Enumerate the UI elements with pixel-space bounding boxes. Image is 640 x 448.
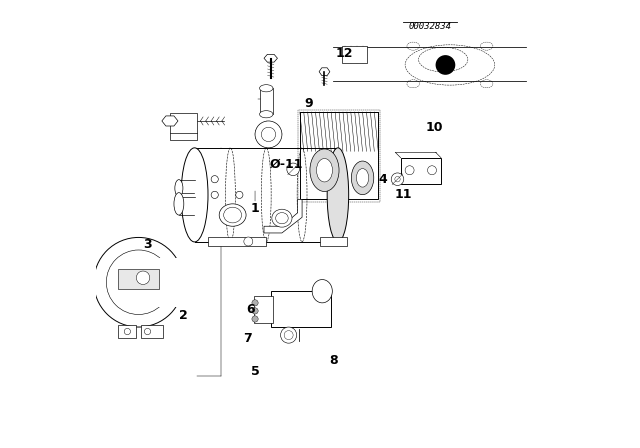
Text: 1: 1 [251,202,259,215]
Polygon shape [319,68,330,76]
Circle shape [391,173,404,185]
Ellipse shape [312,280,332,303]
Bar [170,113,197,133]
Ellipse shape [260,85,273,92]
Text: 8: 8 [329,354,338,367]
Text: 12: 12 [336,47,353,60]
Bar [401,158,441,184]
Polygon shape [162,116,178,126]
Circle shape [255,121,282,148]
Bar [208,237,266,246]
Bar [195,148,338,242]
Text: 7: 7 [243,332,252,345]
Bar [300,112,378,199]
Ellipse shape [175,180,183,197]
Bar [320,237,347,246]
Text: 10: 10 [426,121,443,134]
Bar [298,110,380,202]
Bar [260,88,273,114]
Polygon shape [264,199,302,233]
Circle shape [252,308,258,314]
Circle shape [244,237,253,246]
Bar [253,296,273,323]
Circle shape [106,250,171,314]
Bar [158,258,189,307]
Bar [342,46,367,63]
Text: 9: 9 [305,96,313,110]
Circle shape [236,191,243,198]
Ellipse shape [327,148,349,242]
Text: 00032834: 00032834 [408,22,451,31]
Bar [118,325,136,338]
Ellipse shape [272,209,292,227]
Ellipse shape [260,111,273,118]
Circle shape [252,316,258,322]
Bar [271,291,332,327]
Ellipse shape [310,149,339,192]
Ellipse shape [174,193,184,215]
Circle shape [436,55,455,75]
Ellipse shape [356,168,369,187]
Text: 3: 3 [143,237,152,251]
Ellipse shape [219,204,246,226]
Circle shape [211,176,218,183]
Circle shape [211,191,218,198]
Text: 2: 2 [179,309,188,323]
Circle shape [252,300,258,306]
Circle shape [93,237,184,327]
Text: 6: 6 [246,302,255,316]
Text: 4: 4 [378,172,387,186]
Polygon shape [264,54,278,62]
Circle shape [124,328,131,335]
Circle shape [136,271,150,284]
Circle shape [261,127,276,142]
Ellipse shape [351,161,374,194]
Bar [141,325,163,338]
Text: Ø-11: Ø-11 [269,158,303,171]
Circle shape [145,328,150,335]
Ellipse shape [181,148,208,242]
Ellipse shape [316,159,333,182]
Text: 5: 5 [251,365,259,379]
Circle shape [280,327,297,343]
Circle shape [287,163,300,176]
Text: 11: 11 [394,188,412,202]
Bar [118,269,159,289]
